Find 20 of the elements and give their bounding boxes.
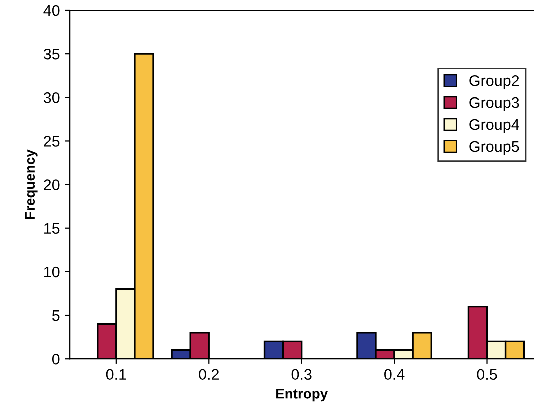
y-tick-label: 35 <box>44 48 60 60</box>
x-axis-title: Entropy <box>276 389 328 402</box>
legend-label: Group3 <box>470 97 520 112</box>
legend-label: Group5 <box>470 141 520 156</box>
y-tick-label: 40 <box>44 5 60 16</box>
y-tick-label: 25 <box>44 136 60 147</box>
legend-label: Group4 <box>470 119 520 134</box>
y-tick-label: 5 <box>52 310 60 322</box>
y-axis-title: Frequency <box>25 150 38 219</box>
x-tick-label: 0.5 <box>477 369 498 380</box>
y-tick-label: 0 <box>52 354 60 365</box>
x-tick-label: 0.4 <box>384 369 405 380</box>
y-tick-label: 10 <box>44 266 60 278</box>
y-tick-label: 15 <box>44 223 60 234</box>
x-tick-label: 0.3 <box>292 369 312 380</box>
x-tick-label: 0.1 <box>106 369 126 380</box>
y-tick-label: 20 <box>44 180 60 190</box>
x-tick-label: 0.2 <box>199 369 219 380</box>
legend-label: Group2 <box>470 75 520 90</box>
y-tick-label: 30 <box>44 92 60 104</box>
